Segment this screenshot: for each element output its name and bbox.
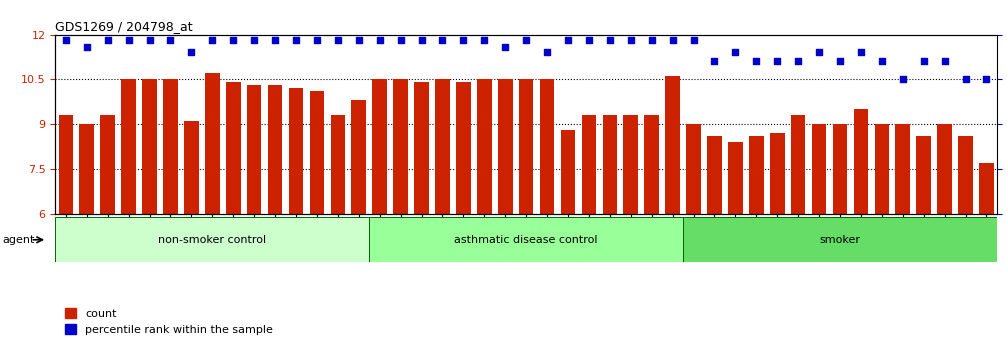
Point: [874, 59, 890, 64]
Point: [246, 37, 262, 43]
Point: [226, 37, 242, 43]
Bar: [121, 79, 136, 345]
Point: [790, 59, 807, 64]
Point: [329, 37, 345, 43]
Bar: [540, 79, 555, 345]
Point: [455, 37, 471, 43]
Bar: [309, 91, 324, 345]
FancyBboxPatch shape: [55, 217, 370, 262]
Point: [811, 50, 827, 55]
Point: [979, 77, 995, 82]
Point: [894, 77, 910, 82]
Point: [204, 37, 221, 43]
Bar: [184, 121, 198, 345]
Point: [539, 50, 555, 55]
Point: [958, 77, 974, 82]
Bar: [666, 76, 680, 345]
Point: [100, 37, 116, 43]
Point: [497, 44, 514, 50]
Bar: [497, 79, 513, 345]
Point: [79, 44, 95, 50]
Text: smoker: smoker: [820, 235, 861, 245]
Bar: [812, 124, 827, 345]
Point: [309, 37, 325, 43]
Bar: [686, 124, 701, 345]
Point: [707, 59, 723, 64]
Point: [643, 37, 660, 43]
Bar: [895, 124, 910, 345]
Bar: [394, 79, 408, 345]
Point: [686, 37, 702, 43]
Bar: [351, 100, 367, 345]
Bar: [268, 85, 282, 345]
Bar: [644, 115, 659, 345]
Point: [350, 37, 367, 43]
Point: [622, 37, 638, 43]
Bar: [833, 124, 847, 345]
Bar: [142, 79, 157, 345]
Bar: [80, 124, 94, 345]
Point: [162, 37, 178, 43]
Point: [581, 37, 597, 43]
Point: [727, 50, 743, 55]
Bar: [414, 82, 429, 345]
Text: non-smoker control: non-smoker control: [158, 235, 267, 245]
Point: [267, 37, 283, 43]
Point: [832, 59, 848, 64]
Bar: [749, 136, 763, 345]
FancyBboxPatch shape: [370, 217, 683, 262]
Bar: [707, 136, 722, 345]
Point: [748, 59, 764, 64]
Point: [476, 37, 492, 43]
Point: [372, 37, 388, 43]
Bar: [435, 79, 450, 345]
Bar: [582, 115, 596, 345]
Bar: [163, 79, 178, 345]
Bar: [874, 124, 889, 345]
Bar: [226, 82, 241, 345]
Text: GDS1269 / 204798_at: GDS1269 / 204798_at: [55, 20, 193, 33]
Point: [183, 50, 199, 55]
Point: [518, 37, 534, 43]
Legend: count, percentile rank within the sample: count, percentile rank within the sample: [61, 304, 278, 339]
Bar: [330, 115, 345, 345]
Bar: [938, 124, 952, 345]
Bar: [561, 130, 575, 345]
FancyBboxPatch shape: [683, 217, 997, 262]
Bar: [602, 115, 617, 345]
Bar: [979, 163, 994, 345]
Bar: [373, 79, 387, 345]
Point: [393, 37, 409, 43]
Point: [288, 37, 304, 43]
Point: [434, 37, 450, 43]
Bar: [770, 133, 784, 345]
Bar: [519, 79, 534, 345]
Point: [560, 37, 576, 43]
Bar: [477, 79, 491, 345]
Bar: [205, 73, 220, 345]
Bar: [916, 136, 931, 345]
Point: [769, 59, 785, 64]
Point: [915, 59, 931, 64]
Bar: [959, 136, 973, 345]
Text: agent: agent: [3, 235, 35, 245]
Bar: [58, 115, 74, 345]
Point: [602, 37, 618, 43]
Point: [853, 50, 869, 55]
Point: [414, 37, 430, 43]
Bar: [728, 142, 743, 345]
Bar: [623, 115, 638, 345]
Point: [937, 59, 953, 64]
Text: asthmatic disease control: asthmatic disease control: [454, 235, 598, 245]
Bar: [289, 88, 303, 345]
Bar: [790, 115, 806, 345]
Bar: [854, 109, 868, 345]
Bar: [101, 115, 115, 345]
Point: [141, 37, 157, 43]
Point: [57, 37, 74, 43]
Bar: [456, 82, 470, 345]
Point: [665, 37, 681, 43]
Bar: [247, 85, 262, 345]
Point: [121, 37, 137, 43]
